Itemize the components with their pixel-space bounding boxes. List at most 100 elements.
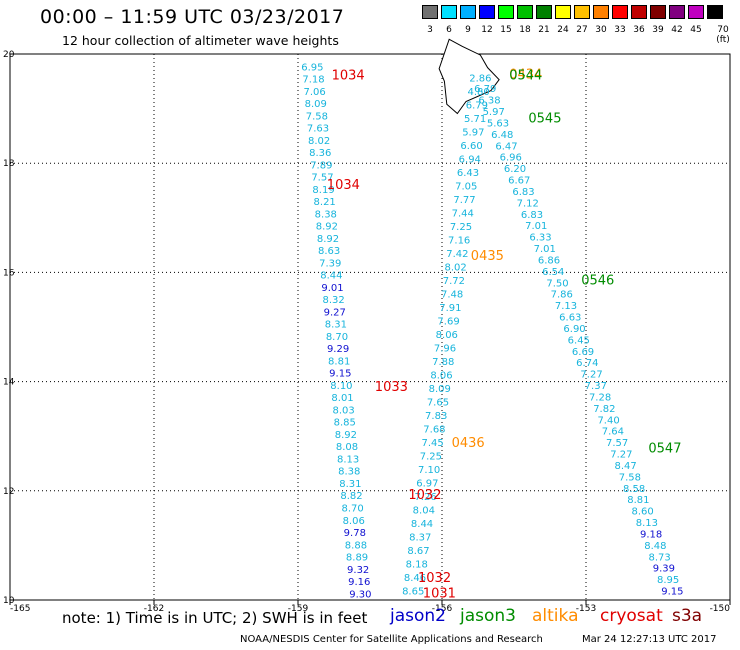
x-tick-label: -153 [576, 604, 596, 614]
pass-time-label: 1032 [408, 488, 441, 503]
swh-value: 7.58 [619, 472, 641, 483]
satellite-name: s3a [672, 606, 703, 626]
swh-value: 9.32 [347, 565, 369, 576]
swh-value: 7.45 [422, 438, 444, 449]
pass-time-label: 1032 [418, 571, 451, 586]
swh-value: 9.27 [324, 307, 346, 318]
swh-value: 8.46 [404, 573, 426, 584]
pass-time-label: 0545 [528, 111, 561, 126]
swh-value: 8.13 [636, 518, 658, 529]
swh-value: 7.89 [310, 160, 332, 171]
colorbar-label: 6 [446, 25, 452, 35]
swh-value: 7.06 [303, 87, 325, 98]
swh-value: 8.06 [436, 330, 458, 341]
swh-value: 7.64 [602, 427, 624, 438]
swh-value: 7.88 [432, 357, 454, 368]
swh-value: 7.42 [446, 249, 468, 260]
swh-value: 9.30 [349, 589, 371, 600]
swh-value: 8.02 [445, 262, 467, 273]
swh-value: 6.86 [538, 255, 560, 266]
pass-time-label: 0546 [581, 273, 614, 288]
swh-value: 8.81 [328, 356, 350, 367]
swh-value: 8.67 [407, 546, 429, 557]
swh-value: 8.21 [314, 197, 336, 208]
colorbar-swatch [517, 5, 533, 19]
swh-value: 7.68 [423, 424, 445, 435]
swh-value: 8.92 [316, 222, 338, 233]
colorbar-swatch [669, 5, 685, 19]
swh-value: 6.96 [500, 153, 522, 164]
big-island-coastline [438, 38, 500, 115]
swh-value: 7.25 [450, 222, 472, 233]
swh-value: 6.90 [563, 324, 585, 335]
colorbar-swatch [422, 5, 438, 19]
satellite-name: altika [532, 606, 579, 626]
swh-value: 8.85 [334, 418, 356, 429]
colorbar-swatch [650, 5, 666, 19]
satellite-name: jason3 [460, 606, 516, 626]
swh-value: 6.83 [521, 210, 543, 221]
x-tick-label: -159 [288, 604, 309, 614]
swh-value: 8.88 [345, 540, 367, 551]
colorbar-label: 18 [519, 25, 531, 35]
pass-time-label: 0436 [452, 436, 485, 451]
colorbar-swatch [536, 5, 552, 19]
swh-value: 6.94 [459, 154, 481, 165]
satellite-name: cryosat [600, 606, 663, 626]
colorbar-swatch [498, 5, 514, 19]
swh-value: 8.13 [337, 454, 359, 465]
colorbar-label: 27 [576, 25, 588, 35]
pass-time-label: 0434 [509, 68, 542, 83]
swh-value: 7.16 [448, 235, 470, 246]
swh-value: 6.20 [504, 164, 526, 175]
swh-value: 8.37 [409, 533, 431, 544]
swh-value: 7.40 [597, 415, 619, 426]
swh-value: 7.86 [551, 290, 573, 301]
swh-value: 7.05 [455, 181, 477, 192]
swh-value: 8.02 [308, 136, 330, 147]
swh-value: 8.73 [649, 552, 671, 563]
swh-value: 7.77 [453, 195, 475, 206]
swh-value: 7.57 [311, 173, 333, 184]
swh-value: 8.82 [340, 491, 362, 502]
swh-value: 8.10 [330, 381, 352, 392]
swh-value: 7.82 [593, 404, 615, 415]
swh-value: 8.38 [338, 467, 360, 478]
swh-value: 7.13 [555, 301, 577, 312]
swh-value: 7.72 [443, 276, 465, 287]
swh-value: 9.29 [327, 344, 349, 355]
pass-time-label: 0544 [509, 69, 542, 84]
swh-value: 9.78 [344, 528, 366, 539]
swh-value: 7.44 [452, 208, 474, 219]
colorbar-swatch [460, 5, 476, 19]
swh-value: 7.69 [437, 316, 459, 327]
swh-value: 6.60 [460, 141, 482, 152]
swh-value: 6.95 [301, 62, 323, 73]
colorbar-label: 42 [671, 25, 683, 35]
pass-time-label: 0547 [648, 442, 681, 457]
map-frame [9, 53, 731, 601]
swh-value: 8.48 [644, 541, 666, 552]
swh-value: 9.15 [329, 369, 351, 380]
swh-value: 6.38 [478, 96, 500, 107]
pass-time-labels: 1034103410331032103210310434043504360544… [327, 68, 682, 602]
swh-value: 8.58 [623, 484, 645, 495]
chart-subtitle: 12 hour collection of altimeter wave hei… [62, 33, 339, 48]
swh-value: 8.70 [341, 503, 363, 514]
swh-value: 8.04 [413, 506, 435, 517]
swh-value: 7.39 [319, 258, 341, 269]
colorbar-swatch [593, 5, 609, 19]
swh-value: 9.16 [348, 577, 370, 588]
swh-value: 8.44 [411, 519, 433, 530]
pass-time-label: 1033 [375, 380, 408, 395]
swh-value: 6.79 [474, 84, 496, 95]
colorbar-label: 45 [690, 25, 702, 35]
swh-value: 7.65 [427, 397, 449, 408]
swh-value: 7.01 [534, 244, 556, 255]
y-tick-label: 12 [3, 487, 14, 497]
swh-value: 6.63 [559, 313, 581, 324]
swh-value: 6.33 [529, 233, 551, 244]
swh-value: 8.06 [343, 516, 365, 527]
swh-value: 7.28 [589, 392, 611, 403]
